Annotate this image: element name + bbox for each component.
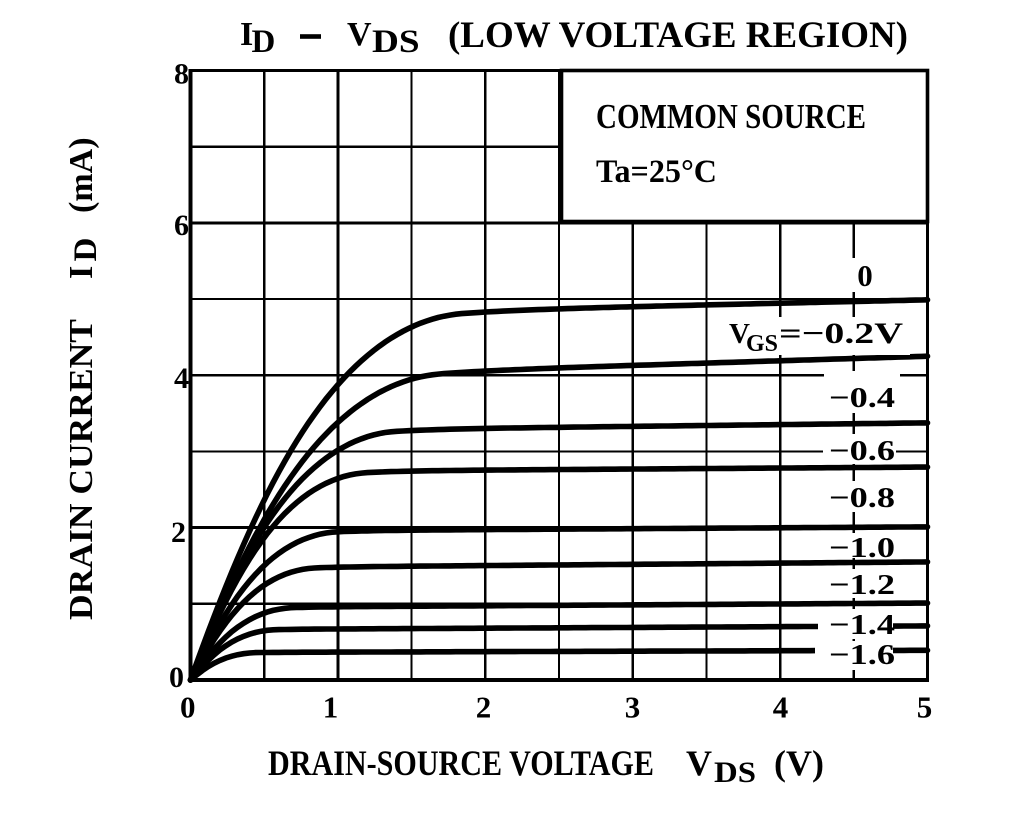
svg-text:V: V xyxy=(347,16,372,53)
svg-text:−1.4: −1.4 xyxy=(829,609,895,641)
svg-text:−1.2: −1.2 xyxy=(829,569,895,601)
svg-text:(V): (V) xyxy=(774,743,824,783)
svg-text:5: 5 xyxy=(917,690,933,725)
svg-text:V: V xyxy=(729,318,750,350)
svg-text:COMMON SOURCE: COMMON SOURCE xyxy=(596,97,866,136)
svg-text:8: 8 xyxy=(174,58,189,91)
svg-text:4: 4 xyxy=(174,362,189,395)
svg-text:−1.0: −1.0 xyxy=(829,532,895,564)
svg-text:0: 0 xyxy=(169,661,184,694)
svg-text:DRAIN-SOURCE VOLTAGE: DRAIN-SOURCE VOLTAGE xyxy=(268,743,654,783)
svg-text:D: D xyxy=(68,238,104,262)
svg-text:−0.6: −0.6 xyxy=(829,435,895,467)
svg-text:−0.8: −0.8 xyxy=(829,482,895,514)
svg-text:D: D xyxy=(252,24,276,60)
svg-text:(LOW VOLTAGE REGION): (LOW VOLTAGE REGION) xyxy=(448,15,908,56)
svg-text:=−0.2V: =−0.2V xyxy=(779,317,903,350)
svg-text:Ta=25°C: Ta=25°C xyxy=(596,154,717,190)
svg-text:DS: DS xyxy=(372,24,420,60)
svg-text:(mA): (mA) xyxy=(63,137,100,213)
svg-text:4: 4 xyxy=(773,690,789,725)
svg-text:1: 1 xyxy=(323,690,339,725)
svg-text:I: I xyxy=(63,266,100,279)
svg-text:0: 0 xyxy=(857,258,873,293)
svg-text:2: 2 xyxy=(476,690,492,725)
svg-text:3: 3 xyxy=(625,690,641,725)
svg-text:−0.4: −0.4 xyxy=(829,382,895,414)
svg-text:DS: DS xyxy=(714,756,756,789)
svg-text:I: I xyxy=(240,16,253,53)
svg-text:0: 0 xyxy=(180,690,196,725)
svg-text:6: 6 xyxy=(174,209,189,242)
svg-text:−1.6: −1.6 xyxy=(829,639,895,671)
svg-text:2: 2 xyxy=(171,516,186,549)
svg-text:DRAIN CURRENT: DRAIN CURRENT xyxy=(63,319,100,620)
svg-text:GS: GS xyxy=(746,331,778,357)
svg-text:V: V xyxy=(686,743,712,783)
